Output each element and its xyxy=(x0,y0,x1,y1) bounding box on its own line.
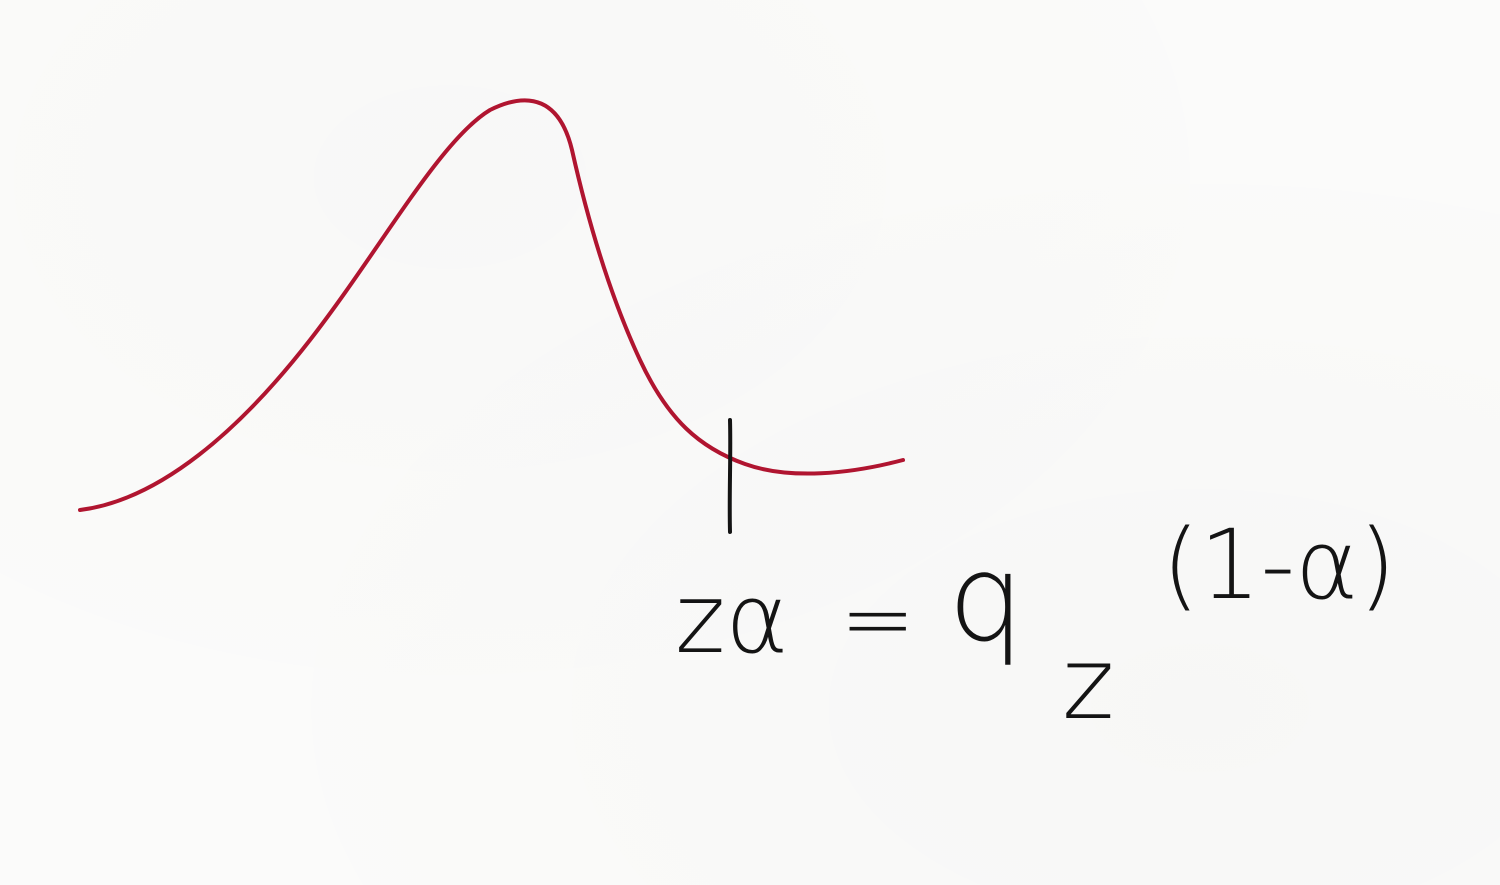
formula: zα = q z (1-α) xyxy=(675,509,1396,742)
formula-quantile: q xyxy=(948,530,1024,669)
formula-superscript: (1-α) xyxy=(1162,509,1396,621)
formula-lhs: zα xyxy=(675,563,789,675)
critical-value-tick xyxy=(727,418,733,534)
formula-equals: = xyxy=(840,567,915,672)
density-curve xyxy=(78,98,905,512)
formula-subscript: z xyxy=(1062,625,1115,742)
